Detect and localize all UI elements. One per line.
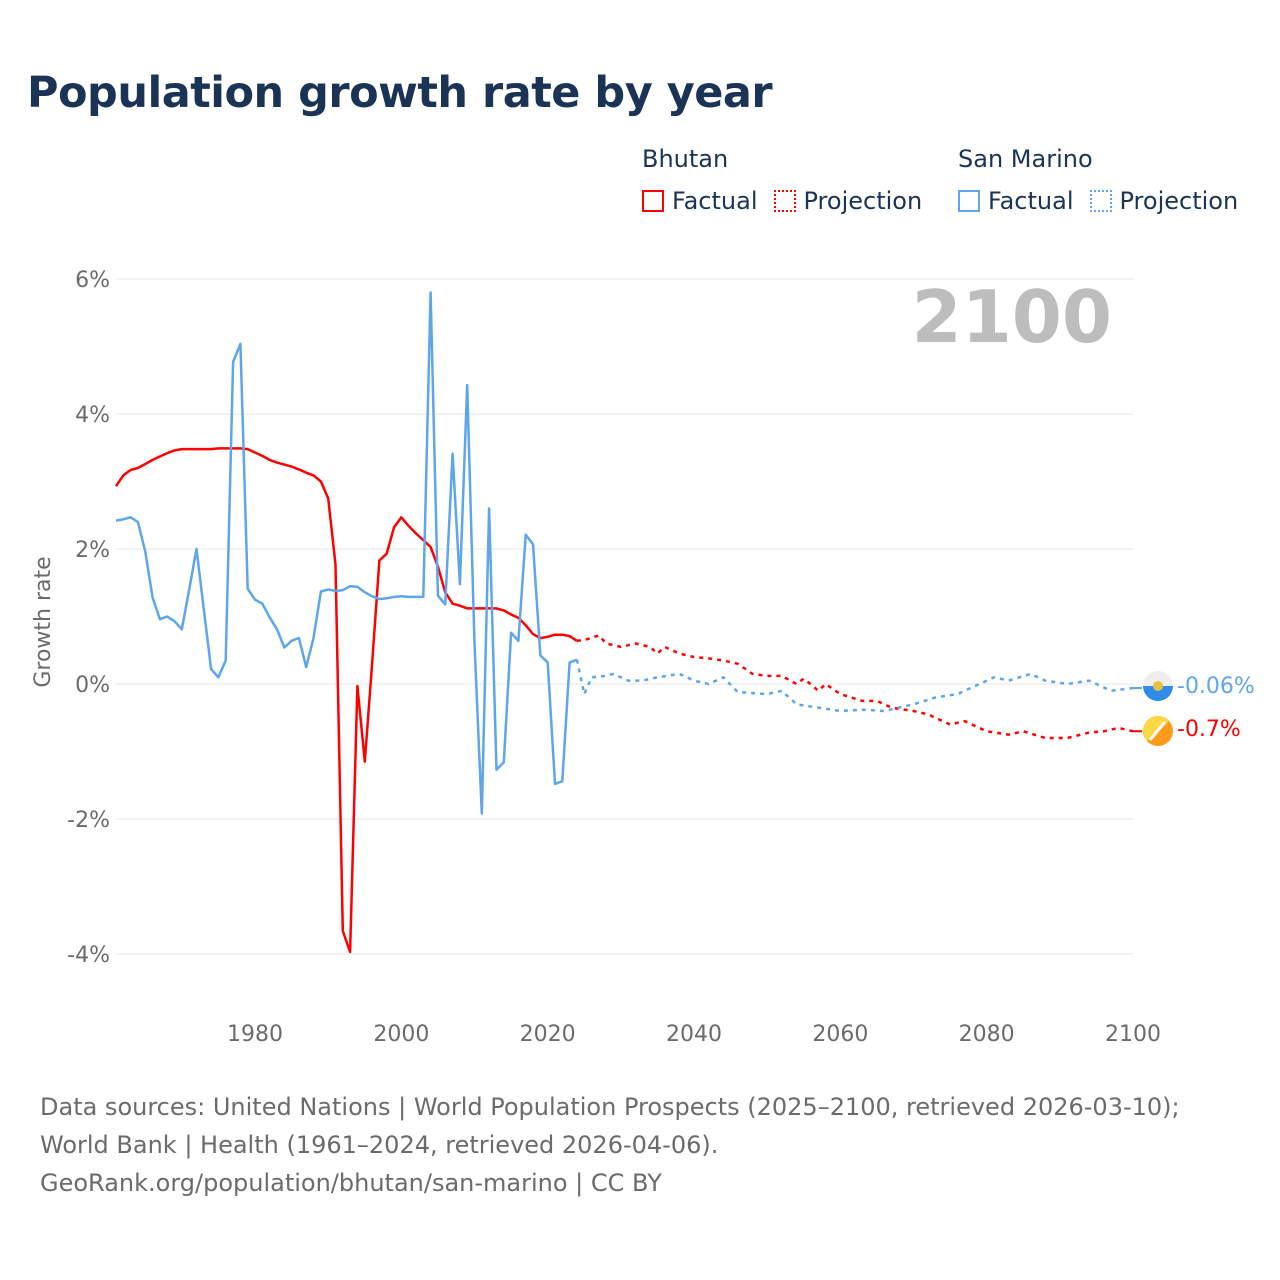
san-marino-projection-line <box>575 659 1134 713</box>
san-marino-end-label: -0.06% <box>1177 674 1255 699</box>
x-tick-label: 1980 <box>227 1022 283 1047</box>
y-tick-label: 6% <box>75 268 110 293</box>
legend-bhutan: Bhutan Factual Projection <box>642 145 938 215</box>
y-tick-label: 2% <box>75 538 110 563</box>
y-tick-label: 4% <box>75 403 110 428</box>
legend-san-marino-factual[interactable]: Factual <box>958 187 1074 215</box>
y-axis-label: Growth rate <box>31 556 56 687</box>
legend-label: Factual <box>988 187 1074 215</box>
x-tick-label: 2080 <box>959 1022 1015 1047</box>
dotted-swatch-icon <box>1089 190 1112 212</box>
data-sources: Data sources: United Nations | World Pop… <box>40 1093 1180 1159</box>
legend-label: Factual <box>672 187 758 215</box>
legend-group-name: San Marino <box>958 145 1093 173</box>
legend-label: Projection <box>803 187 923 215</box>
legend-san-marino-projection[interactable]: Projection <box>1089 187 1239 215</box>
solid-swatch-icon <box>958 190 980 212</box>
bhutan-projection-line <box>576 634 1134 740</box>
x-tick-label: 2060 <box>812 1022 868 1047</box>
bhutan-flag-icon <box>1143 716 1173 746</box>
year-watermark: 2100 <box>912 275 1112 359</box>
x-tick-label: 2040 <box>666 1022 722 1047</box>
san-marino-factual-line <box>115 291 578 815</box>
x-tick-label: 2020 <box>520 1022 576 1047</box>
y-tick-label: -4% <box>67 943 110 968</box>
legend-bhutan-projection[interactable]: Projection <box>773 187 923 215</box>
chart-plot: 6% 4% 2% 0% -2% -4% 1980 2000 2020 2040 2060 2080 21… <box>31 268 1255 1047</box>
credit-link[interactable]: GeoRank.org/population/bhutan/san-marino… <box>40 1169 662 1197</box>
y-tick-label: 0% <box>75 673 110 698</box>
legend-bhutan-factual[interactable]: Factual <box>642 187 758 215</box>
legend-group-name: Bhutan <box>642 145 729 173</box>
x-tick-label: 2100 <box>1105 1022 1161 1047</box>
bhutan-end-label: -0.7% <box>1177 717 1241 742</box>
x-tick-label: 2000 <box>373 1022 429 1047</box>
dotted-swatch-icon <box>773 190 796 212</box>
solid-swatch-icon <box>642 190 664 212</box>
bhutan-factual-line <box>114 447 578 954</box>
legend-san-marino: San Marino Factual Projection <box>958 145 1254 215</box>
y-tick-label: -2% <box>67 808 110 833</box>
chart-title: Population growth rate by year <box>27 68 773 118</box>
footer: Data sources: United Nations | World Pop… <box>40 1088 1240 1202</box>
san-marino-flag-icon <box>1143 671 1173 701</box>
legend-label: Projection <box>1119 187 1239 215</box>
